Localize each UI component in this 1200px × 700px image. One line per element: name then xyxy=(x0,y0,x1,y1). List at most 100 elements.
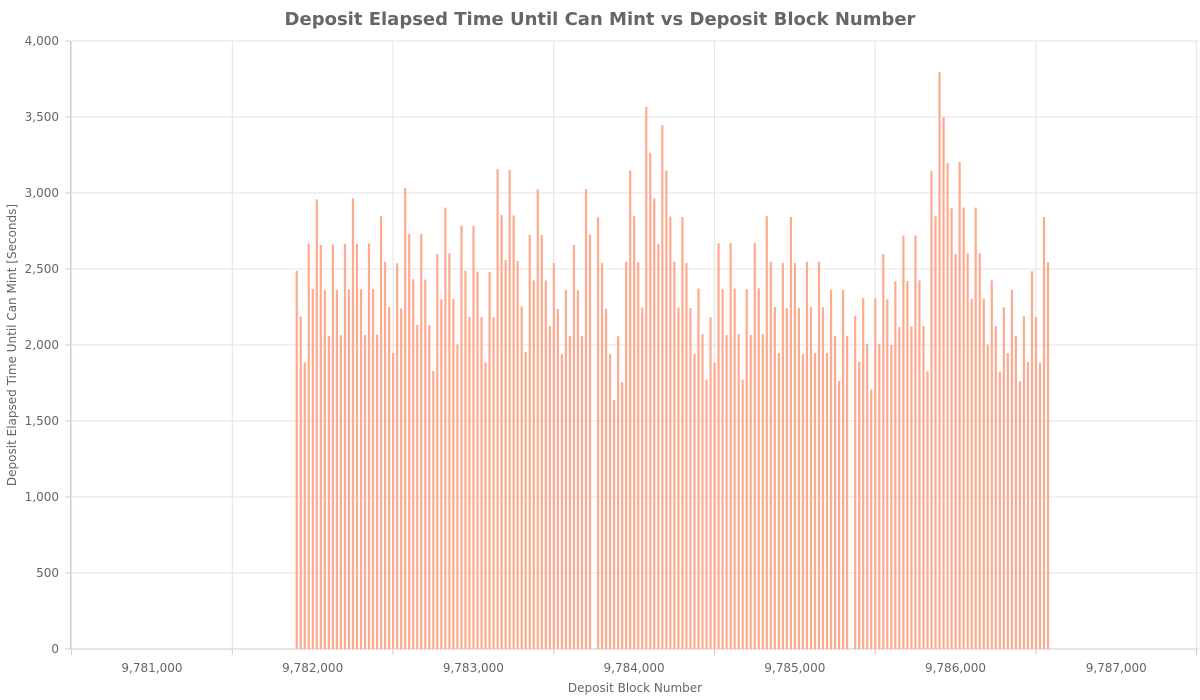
bar xyxy=(416,324,419,649)
x-tick-label: 9,782,000 xyxy=(282,661,343,675)
bar xyxy=(914,235,917,649)
bar xyxy=(1014,336,1017,649)
bar xyxy=(781,263,784,649)
x-axis-label: Deposit Block Number xyxy=(567,681,703,695)
bar xyxy=(797,307,801,649)
bar xyxy=(974,207,977,650)
bar xyxy=(516,260,519,649)
bar xyxy=(890,345,893,649)
bar xyxy=(576,290,580,649)
bar xyxy=(311,289,314,649)
bar xyxy=(842,289,845,649)
bar xyxy=(994,326,997,649)
bar xyxy=(436,253,439,649)
bar xyxy=(412,279,415,649)
bar xyxy=(484,362,487,649)
bar xyxy=(379,216,383,650)
bar xyxy=(1046,262,1050,649)
bar xyxy=(757,288,760,649)
y-axis-label: Deposit Elapsed Time Until Can Mint [Sec… xyxy=(5,203,19,487)
bar xyxy=(303,362,306,649)
bar xyxy=(958,161,961,649)
bar xyxy=(520,306,523,649)
bar xyxy=(621,381,624,649)
bar xyxy=(388,307,391,649)
bar xyxy=(400,308,403,649)
bar xyxy=(560,354,563,649)
bar xyxy=(910,326,913,649)
bar xyxy=(689,308,692,649)
bar xyxy=(898,327,901,649)
bar xyxy=(396,263,399,649)
bar xyxy=(327,336,330,649)
y-tick-label: 4,000 xyxy=(25,34,59,48)
bar xyxy=(456,344,459,649)
bar xyxy=(319,244,322,649)
bar xyxy=(613,400,616,649)
bar xyxy=(544,280,547,649)
bar xyxy=(556,308,559,649)
bar xyxy=(793,263,797,649)
chart-title: Deposit Elapsed Time Until Can Mint vs D… xyxy=(284,9,916,30)
bar xyxy=(359,289,363,649)
bar xyxy=(347,289,351,649)
bar xyxy=(878,343,881,649)
bar xyxy=(906,281,909,649)
bar xyxy=(580,336,584,649)
bar xyxy=(713,362,716,649)
bar xyxy=(838,381,841,649)
bar xyxy=(809,307,813,649)
bar xyxy=(625,261,628,649)
bar xyxy=(753,243,756,649)
bar xyxy=(355,243,359,650)
bar xyxy=(990,280,993,649)
bar xyxy=(488,272,491,649)
bar xyxy=(934,216,937,650)
x-tick-label: 9,783,000 xyxy=(443,661,504,675)
bar xyxy=(472,225,475,649)
y-tick-label: 3,000 xyxy=(25,186,59,200)
bar xyxy=(331,244,334,649)
bar xyxy=(1030,271,1034,649)
bar xyxy=(460,225,463,649)
bar xyxy=(468,316,471,649)
bar xyxy=(604,308,608,649)
bar xyxy=(729,243,732,649)
bar xyxy=(833,335,837,649)
bar xyxy=(721,289,724,649)
bar xyxy=(600,263,604,649)
bar xyxy=(335,289,338,649)
bar xyxy=(701,334,704,649)
y-tick-label: 2,500 xyxy=(25,262,59,276)
bar xyxy=(428,325,431,649)
bar xyxy=(383,261,387,649)
bar xyxy=(978,253,981,650)
bar xyxy=(1022,316,1026,649)
bar xyxy=(685,263,688,649)
bar xyxy=(496,169,499,649)
bar xyxy=(464,270,467,649)
bar xyxy=(351,198,355,649)
bar xyxy=(548,326,551,649)
bar xyxy=(749,334,752,649)
bar xyxy=(962,207,965,650)
bar xyxy=(946,163,949,649)
bar xyxy=(673,261,676,649)
bar xyxy=(375,334,379,649)
bar xyxy=(846,335,849,649)
bar xyxy=(725,334,728,649)
bar xyxy=(942,117,945,649)
bar xyxy=(874,298,877,649)
bar xyxy=(532,280,535,649)
bar xyxy=(966,253,969,649)
bar xyxy=(476,271,479,649)
bar xyxy=(367,243,371,649)
bar xyxy=(705,379,708,649)
bar xyxy=(777,353,780,649)
bar xyxy=(870,389,873,649)
x-tick-label: 9,785,000 xyxy=(764,661,825,675)
bar xyxy=(564,289,567,649)
bar xyxy=(681,217,684,650)
bar xyxy=(617,336,620,649)
y-tick-label: 1,000 xyxy=(25,490,59,504)
